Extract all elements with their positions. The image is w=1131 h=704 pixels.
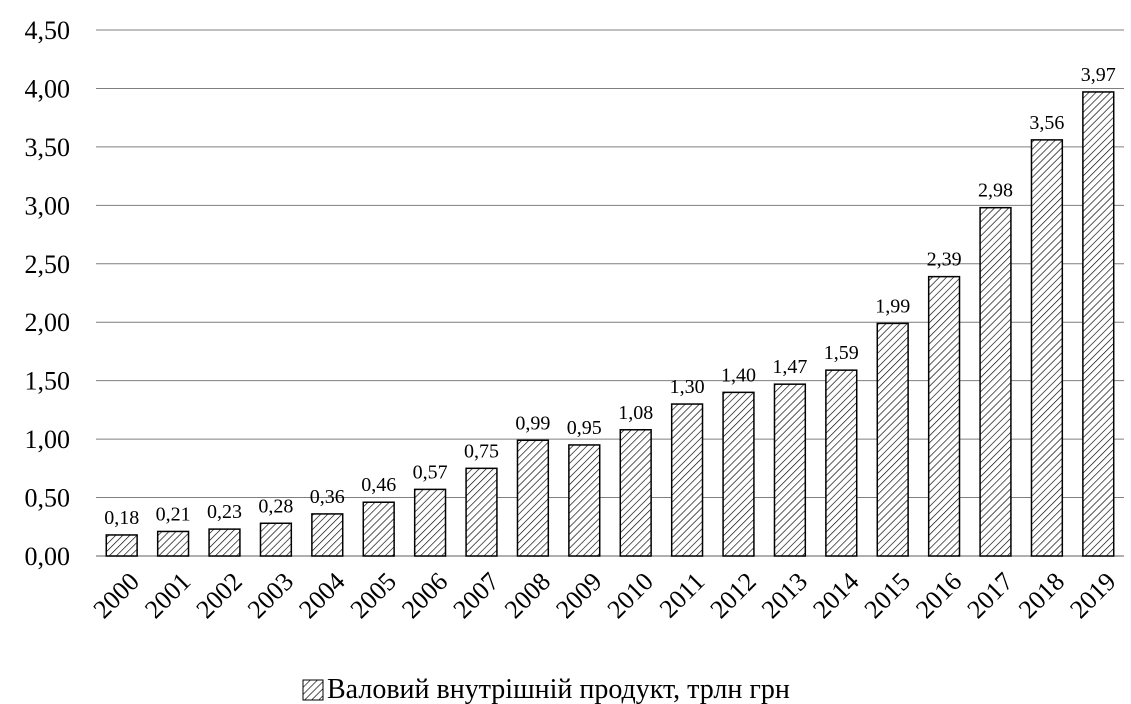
data-label-2002: 0,23	[207, 501, 242, 523]
bar-2016	[927, 275, 961, 557]
x-tick-label-2019: 2019	[1064, 567, 1121, 624]
x-tick-label-2017: 2017	[961, 567, 1018, 624]
bar-2004	[311, 513, 344, 557]
data-label-2019: 3,97	[1081, 64, 1116, 86]
bar-2017	[979, 206, 1012, 557]
bar-2007	[465, 467, 498, 557]
bar-2015	[876, 322, 909, 557]
data-label-2007: 0,75	[464, 440, 499, 462]
x-tick-label-2007: 2007	[447, 567, 504, 624]
y-tick-label: 4,50	[25, 16, 71, 45]
x-tick-label-2005: 2005	[345, 567, 402, 624]
data-label-2018: 3,56	[1029, 112, 1064, 134]
legend-label: Валовий внутрішній продукт, трлн грн	[327, 674, 790, 704]
bar-2002	[208, 528, 241, 557]
bar-2014	[825, 369, 858, 557]
data-label-2003: 0,28	[258, 495, 293, 517]
bar-2000	[105, 534, 138, 557]
y-tick-label: 0,00	[25, 542, 71, 571]
legend: Валовий внутрішній продукт, трлн грн	[302, 674, 790, 704]
bar-2012	[722, 391, 755, 557]
x-tick-label-2010: 2010	[602, 567, 659, 624]
bar-2001	[156, 530, 190, 557]
x-tick-label-2001: 2001	[139, 567, 196, 624]
y-tick-label: 4,00	[25, 74, 71, 103]
x-tick-label-2012: 2012	[704, 567, 761, 624]
y-tick-label: 3,50	[25, 133, 71, 162]
data-label-2008: 0,99	[515, 412, 550, 434]
x-tick-label-2004: 2004	[293, 567, 350, 624]
y-tick-label: 2,50	[25, 250, 71, 279]
y-tick-label: 0,50	[25, 484, 71, 513]
data-labels: 0,18 0,21 0,23 0,28 0,36 0,46 0,57 0,75 0,99 0,95…	[104, 64, 1116, 529]
data-label-2017: 2,98	[978, 180, 1013, 202]
data-label-2016: 2,39	[927, 249, 962, 271]
x-tick-label-2014: 2014	[807, 567, 864, 624]
x-axis: 2000200120022003200420052006200720082009…	[88, 567, 1122, 624]
bar-2013	[773, 383, 807, 557]
bar-2011	[670, 403, 704, 557]
legend-swatch	[302, 679, 324, 701]
data-label-2001: 0,21	[156, 503, 191, 525]
data-label-2009: 0,95	[567, 417, 602, 439]
x-tick-label-2000: 2000	[88, 567, 145, 624]
data-label-2012: 1,40	[721, 364, 756, 386]
data-label-2004: 0,36	[310, 486, 345, 508]
bar-2003	[259, 522, 293, 557]
x-tick-label-2016: 2016	[910, 567, 967, 624]
data-label-2006: 0,57	[413, 461, 448, 483]
bar-2009	[568, 444, 601, 557]
y-tick-label: 1,50	[25, 367, 71, 396]
data-label-2000: 0,18	[104, 507, 139, 529]
bar-2019	[1082, 91, 1115, 557]
y-tick-label: 3,00	[25, 191, 71, 220]
data-label-2013: 1,47	[772, 356, 807, 378]
y-axis: 0,00 0,50 1,00 1,50 2,00 2,50 3,00 3,50 4,00 4,50	[25, 16, 1124, 571]
x-tick-label-2015: 2015	[859, 567, 916, 624]
bar-series	[105, 91, 1115, 557]
x-tick-label-2013: 2013	[756, 567, 813, 624]
bar-2005	[362, 501, 395, 557]
bar-2010	[619, 429, 652, 557]
bar-2006	[413, 488, 447, 557]
y-tick-label: 2,00	[25, 308, 71, 337]
x-tick-label-2018: 2018	[1013, 567, 1070, 624]
x-tick-label-2006: 2006	[396, 567, 453, 624]
data-label-2011: 1,30	[670, 376, 705, 398]
y-tick-label: 1,00	[25, 425, 71, 454]
x-tick-label-2003: 2003	[242, 567, 299, 624]
x-tick-label-2008: 2008	[499, 567, 556, 624]
data-label-2015: 1,99	[875, 295, 910, 317]
x-tick-label-2002: 2002	[190, 567, 247, 624]
x-tick-label-2009: 2009	[550, 567, 607, 624]
data-label-2010: 1,08	[618, 402, 653, 424]
bar-2018	[1030, 139, 1064, 557]
x-tick-label-2011: 2011	[654, 567, 711, 624]
bar-2008	[516, 439, 550, 557]
gridlines	[96, 29, 1124, 499]
data-label-2014: 1,59	[824, 342, 859, 364]
data-label-2005: 0,46	[361, 474, 396, 496]
